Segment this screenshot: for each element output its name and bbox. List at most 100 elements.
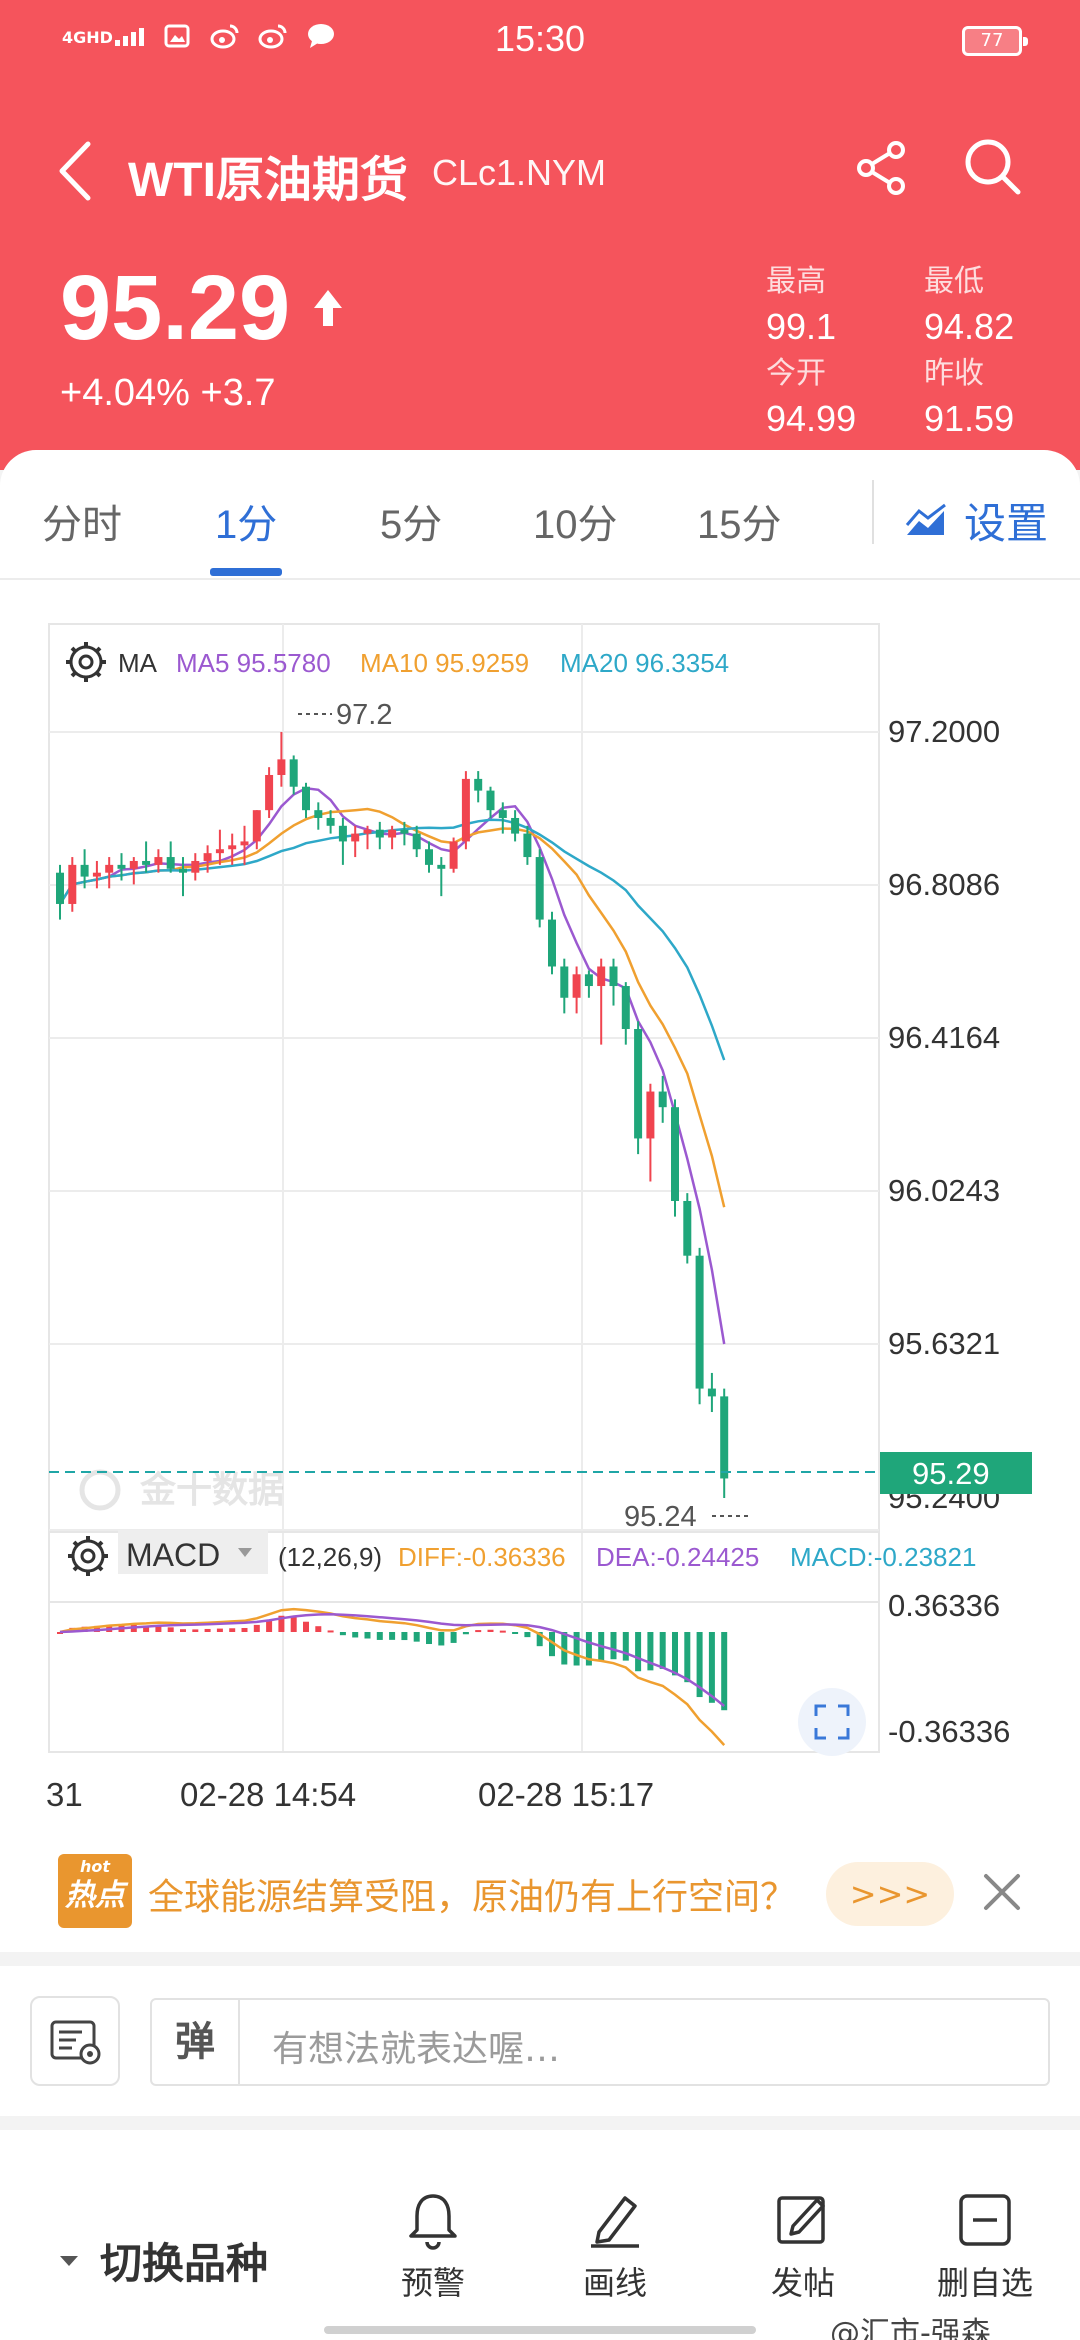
macd-bar [376, 1632, 383, 1640]
tab-15min[interactable]: 15分 [697, 503, 782, 547]
switch-instrument-button[interactable]: 切换品种 [58, 2230, 268, 2291]
stat-label: 最高 [766, 265, 826, 298]
macd-bar [229, 1628, 236, 1632]
macd-gear-icon[interactable] [68, 1536, 108, 1576]
macd-bar [155, 1625, 162, 1632]
candle-body [511, 817, 520, 834]
remove-watchlist-button[interactable]: 删自选 [930, 2190, 1040, 2304]
candle-body [400, 829, 409, 834]
price-change: +4.04% +3.7 [60, 372, 276, 415]
ma20-label: MA20 96.3354 [560, 648, 729, 678]
macd-bar [585, 1632, 592, 1666]
candle-body [338, 825, 347, 842]
share-button[interactable] [850, 136, 914, 200]
candle-body [142, 860, 151, 865]
close-button[interactable] [980, 1870, 1024, 1914]
settings-label: 设置 [964, 499, 1049, 548]
dea-line [59, 1613, 725, 1707]
candle-body [191, 860, 200, 873]
notes-button[interactable] [30, 1996, 120, 2086]
candle-body [117, 864, 126, 869]
stat-high: 最高 99.1 [766, 256, 836, 348]
macd-y-tick: -0.36336 [888, 1714, 1010, 1749]
tab-intraday[interactable]: 分时 [42, 503, 122, 547]
x-tick: 02-28 14:54 [180, 1776, 356, 1813]
bell-icon [409, 2194, 457, 2250]
clock: 15:30 [494, 18, 586, 59]
post-button[interactable]: 发帖 [748, 2190, 858, 2304]
draw-line-button[interactable]: 画线 [560, 2190, 670, 2304]
tab-10min[interactable]: 10分 [533, 503, 618, 547]
tab-1min[interactable]: 1分 [215, 503, 278, 547]
candle-body [302, 786, 310, 811]
macd-bar [57, 1632, 63, 1634]
stat-low: 最低 94.82 [924, 256, 1014, 348]
macd-bar [573, 1632, 580, 1666]
y-tick: 95.6321 [888, 1326, 1000, 1361]
symbol-code: CLc1.NYM [432, 152, 607, 193]
hot-more-button[interactable]: >>> [826, 1862, 954, 1926]
macd-bar [204, 1628, 211, 1632]
fullscreen-button[interactable] [798, 1688, 866, 1756]
macd-bar [708, 1632, 715, 1703]
hot-news-bar[interactable]: hot 热点 全球能源结算受阻，原油仍有上行空间？ >>> [0, 1840, 1080, 1952]
kline-chart[interactable]: 金十数据 MA MA5 95.5780 MA10 95.9259 MA20 96… [0, 580, 1080, 1840]
search-button[interactable] [960, 134, 1026, 200]
diff-line [59, 1607, 726, 1746]
search-icon [965, 139, 1021, 195]
y-tick: 96.4164 [888, 1020, 1000, 1055]
ma5-label: MA5 95.5780 [176, 648, 331, 678]
alert-button[interactable]: 预警 [378, 2190, 488, 2304]
candle-body [179, 868, 187, 873]
switch-instrument-label: 切换品种 [100, 2239, 269, 2288]
macd-bar [278, 1615, 285, 1632]
ma-indicator-label: MA [118, 648, 158, 678]
y-tick: 97.2000 [888, 714, 1000, 749]
back-button[interactable] [50, 136, 110, 206]
macd-bar [266, 1619, 273, 1632]
chart-settings-button[interactable]: 设置 [904, 490, 1048, 551]
ma-lines [58, 787, 726, 1345]
macd-bar [635, 1632, 642, 1672]
minus-icon [959, 2194, 1011, 2246]
close-icon [984, 1874, 1020, 1910]
ma-legend: MA MA5 95.5780 MA10 95.9259 MA20 96.3354 [66, 642, 729, 682]
edit-icon [777, 2196, 825, 2244]
x-axis: 31 02-28 14:54 02-28 15:17 [46, 1776, 654, 1813]
candle-body [707, 1388, 716, 1397]
candle-body [523, 833, 532, 858]
macd-bar [721, 1632, 728, 1711]
chart-area[interactable]: 金十数据 MA MA5 95.5780 MA10 95.9259 MA20 96… [0, 580, 1080, 1840]
macd-bar [290, 1617, 297, 1632]
macd-bar [450, 1632, 457, 1643]
last-price-tag [880, 1452, 1032, 1494]
macd-diff: DIFF:-0.36336 [398, 1542, 566, 1572]
home-indicator[interactable] [324, 2326, 756, 2334]
signal-icon: 4GHD [62, 26, 144, 46]
danmaku-toggle[interactable]: 弹 [152, 2000, 240, 2084]
status-bar: 4GHD 15:30 77 [0, 0, 1080, 80]
candle-body [228, 845, 237, 850]
stat-value: 91.59 [924, 398, 1015, 439]
battery-level: 77 [980, 30, 1004, 51]
indicator-gear-icon[interactable] [66, 642, 106, 682]
draw-line-label: 画线 [582, 2264, 647, 2302]
macd-bar [659, 1632, 666, 1669]
hot-news-text[interactable]: 全球能源结算受阻，原油仍有上行空间？ [148, 1877, 797, 1918]
macd-bar [536, 1632, 543, 1647]
chart-watermark: 金十数据 [79, 1469, 284, 1511]
candle-body [240, 841, 249, 846]
weibo-icon [210, 22, 240, 50]
chat-icon [306, 22, 336, 50]
period-tabs: 分时 1分 5分 10分 15分 设置 [0, 450, 1080, 580]
macd-bar [647, 1632, 654, 1671]
tab-5min[interactable]: 5分 [380, 503, 443, 547]
comment-input[interactable]: 弹 有想法就表达喔… [150, 1998, 1050, 2086]
network-type: 4GHD [62, 28, 113, 47]
candle-body [326, 817, 335, 826]
page-title: WTI原油期货 [128, 154, 408, 207]
macd-bar [475, 1630, 482, 1633]
macd-bar [561, 1632, 568, 1665]
grid [49, 624, 879, 1752]
macd-bar [241, 1627, 248, 1632]
